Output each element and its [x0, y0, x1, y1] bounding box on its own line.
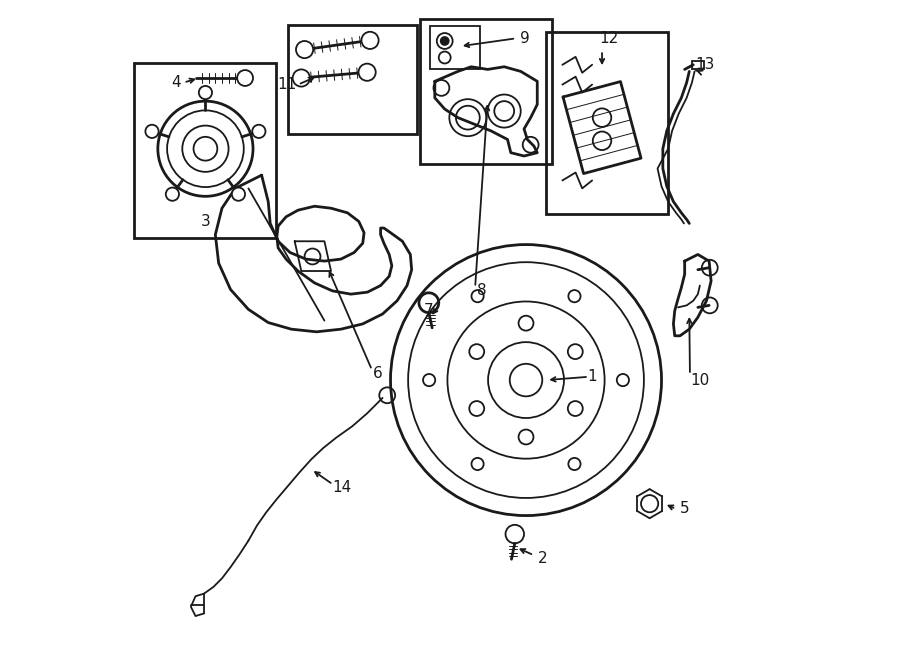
- Bar: [430, 26, 480, 69]
- Text: 13: 13: [696, 58, 715, 72]
- Bar: [288, 25, 417, 134]
- Circle shape: [358, 63, 375, 81]
- Circle shape: [146, 125, 158, 138]
- Text: 4: 4: [171, 75, 181, 90]
- Text: 14: 14: [332, 481, 351, 495]
- Text: 11: 11: [277, 77, 296, 92]
- Circle shape: [232, 188, 245, 201]
- Bar: [545, 32, 668, 214]
- Text: 3: 3: [201, 214, 211, 229]
- Text: 12: 12: [599, 31, 618, 46]
- Circle shape: [199, 86, 212, 99]
- Circle shape: [441, 37, 449, 45]
- Text: 6: 6: [373, 366, 382, 381]
- Text: 9: 9: [520, 31, 529, 46]
- Bar: [134, 63, 276, 238]
- Circle shape: [166, 188, 179, 201]
- Text: 5: 5: [680, 502, 689, 516]
- Text: 8: 8: [477, 284, 487, 298]
- Circle shape: [362, 32, 379, 49]
- Circle shape: [238, 70, 253, 86]
- Bar: [420, 19, 553, 164]
- Circle shape: [292, 69, 310, 87]
- Text: 10: 10: [690, 373, 709, 387]
- Circle shape: [296, 41, 313, 58]
- Circle shape: [252, 125, 266, 138]
- Circle shape: [509, 364, 543, 397]
- Text: 2: 2: [537, 551, 547, 566]
- Text: 1: 1: [588, 369, 597, 384]
- Text: 7: 7: [424, 303, 434, 318]
- Bar: [692, 61, 704, 69]
